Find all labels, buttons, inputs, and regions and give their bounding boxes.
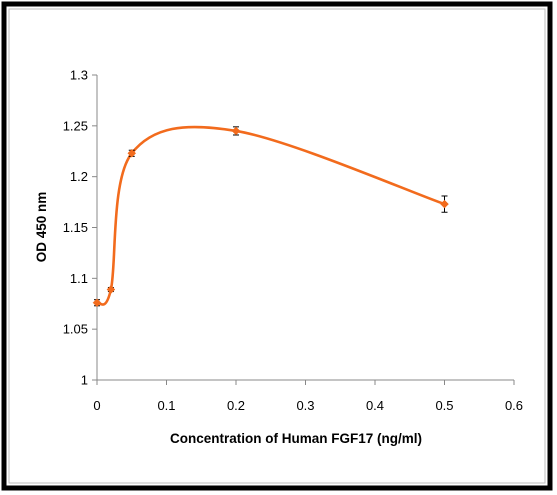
data-point-marker [127,148,137,158]
y-tick-label: 1.3 [70,68,88,83]
chart-inner-border [8,8,546,484]
series-layer [92,125,449,308]
y-ticks: 1 1.05 1.1 1.15 1.2 1.25 1.3 [63,68,97,388]
y-tick-label: 1.15 [63,220,88,235]
y-tick-label: 1.1 [70,271,88,286]
x-tick-label: 0 [93,398,100,413]
x-tick-label: 0.6 [505,398,523,413]
x-ticks: 0 0.1 0.2 0.3 0.4 0.5 0.6 [93,380,523,413]
x-tick-label: 0.1 [157,398,175,413]
data-point-marker [92,298,102,308]
x-tick-label: 0.3 [296,398,314,413]
y-tick-label: 1 [81,373,88,388]
x-axis-title: Concentration of Human FGF17 (ng/ml) [170,431,422,446]
x-tick-label: 0.4 [366,398,384,413]
x-tick-label: 0.2 [227,398,245,413]
y-tick-label: 1.25 [63,118,88,133]
y-axis-title: OD 450 nm [34,192,49,263]
y-tick-label: 1.2 [70,169,88,184]
x-tick-label: 0.5 [435,398,453,413]
y-tick-label: 1.05 [63,322,88,337]
data-point-marker [231,126,241,136]
data-point-marker [440,199,449,209]
data-point-marker [106,285,116,294]
